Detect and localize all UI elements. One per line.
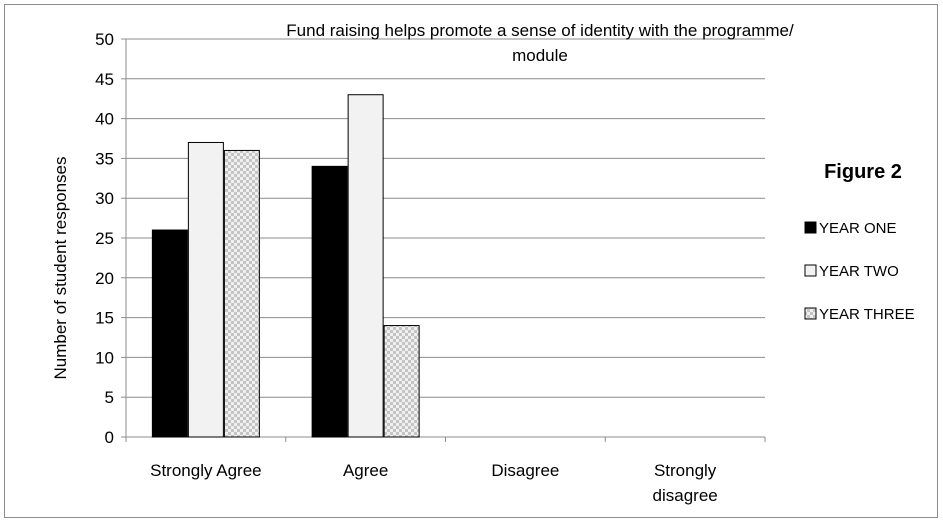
y-tick-label: 5 — [105, 388, 114, 407]
bar-year-three — [223, 149, 260, 438]
y-tick-label: 0 — [105, 428, 114, 447]
y-tick-label: 30 — [95, 189, 114, 208]
chart-title-line: module — [512, 46, 568, 65]
legend: YEAR ONE YEAR TWO YEAR THREE — [804, 220, 915, 323]
legend-label: YEAR TWO — [819, 263, 899, 280]
legend-swatch — [804, 221, 817, 234]
bar-year-three — [383, 325, 420, 438]
bar-year-two — [347, 94, 384, 438]
x-category-labels: Strongly Agree Agree Disagree Strongly disag… — [150, 461, 718, 505]
y-tick-label: 15 — [95, 309, 114, 328]
y-axis-label: Number of student responses — [51, 156, 70, 379]
x-category-label: Agree — [343, 461, 388, 480]
y-tick-label: 10 — [95, 348, 114, 367]
y-tick-labels: 0 5 10 15 20 25 30 35 40 45 50 — [95, 30, 114, 447]
legend-label: YEAR THREE — [819, 306, 915, 323]
legend-swatch — [804, 264, 817, 277]
x-category-label: Strongly — [654, 461, 717, 480]
bar-year-one — [311, 165, 348, 438]
figure-label: Figure 2 — [824, 161, 902, 183]
x-category-label: disagree — [653, 486, 718, 505]
legend-label: YEAR ONE — [819, 220, 897, 237]
x-category-label: Strongly Agree — [150, 461, 262, 480]
legend-swatch — [804, 307, 817, 320]
y-tick-label: 20 — [95, 269, 114, 288]
chart-title-line: Fund raising helps promote a sense of id… — [286, 21, 794, 40]
bars — [151, 94, 420, 438]
bar-year-one — [151, 229, 188, 438]
y-tick-label: 40 — [95, 110, 114, 129]
y-tick-label: 50 — [95, 30, 114, 49]
y-tick-label: 35 — [95, 149, 114, 168]
chart-title: Fund raising helps promote a sense of id… — [286, 21, 794, 65]
x-category-label: Disagree — [491, 461, 559, 480]
bar-year-two — [187, 141, 224, 438]
y-tick-label: 25 — [95, 229, 114, 248]
y-tick-label: 45 — [95, 70, 114, 89]
